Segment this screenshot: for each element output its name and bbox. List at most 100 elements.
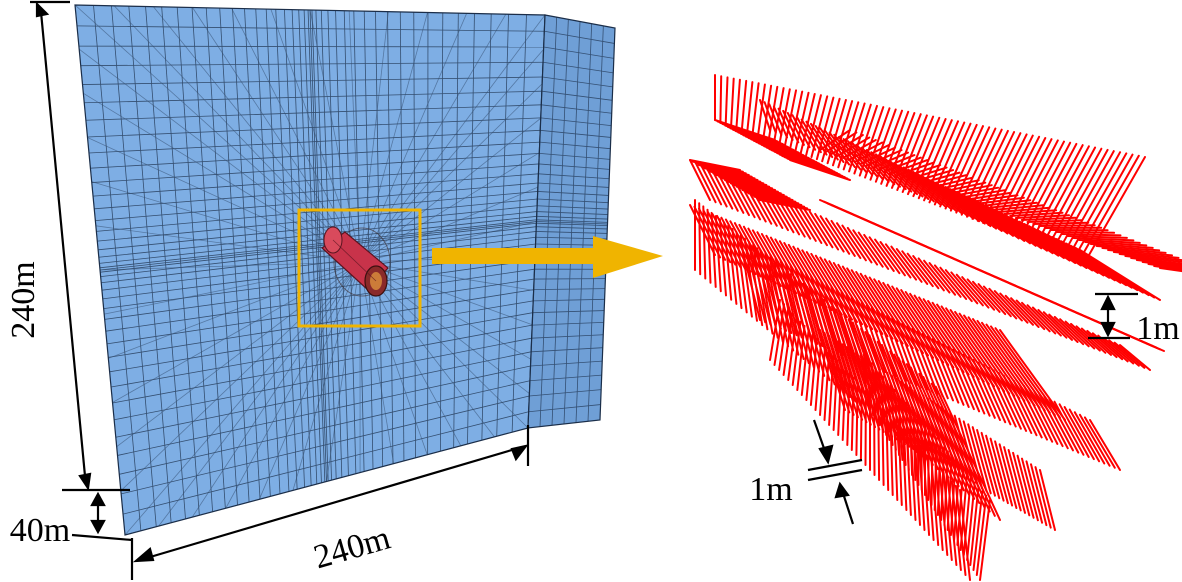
mesh-line xyxy=(101,236,536,291)
rock-bolt xyxy=(963,314,1026,402)
rock-bolt xyxy=(823,258,869,328)
rock-bolt xyxy=(808,210,834,249)
rock-bolt xyxy=(859,146,897,165)
rock-bolt xyxy=(1033,390,1064,448)
rock-bolt xyxy=(933,264,962,298)
mesh-radial-line xyxy=(270,9,361,263)
rock-bolt xyxy=(773,303,786,366)
rock-bolt xyxy=(944,269,973,303)
mesh-radial-line xyxy=(292,261,361,491)
rock-bolt xyxy=(746,81,754,134)
rock-bolt xyxy=(846,226,873,264)
rock-bolt xyxy=(906,325,934,393)
rock-bolt xyxy=(1061,233,1122,237)
rock-bolt xyxy=(891,317,918,387)
rock-bolt xyxy=(772,105,788,139)
rock-bolt-array xyxy=(689,74,1182,581)
rock-bolt xyxy=(751,82,760,136)
rock-bolt xyxy=(705,166,728,208)
mesh-side-line xyxy=(540,117,612,127)
rock-bolt xyxy=(785,269,810,365)
rock-bolt xyxy=(732,184,785,196)
rock-bolt xyxy=(739,239,761,321)
rock-bolt xyxy=(830,286,855,361)
rock-bolt xyxy=(921,175,969,218)
rock-bolt xyxy=(753,195,806,208)
rock-bolt xyxy=(1101,247,1167,254)
rock-bolt xyxy=(859,349,871,411)
rock-bolt xyxy=(1097,334,1129,363)
rock-bolt xyxy=(694,162,747,175)
rock-bolt xyxy=(810,122,834,159)
rock-bolt xyxy=(897,393,904,461)
rock-bolt xyxy=(967,196,1026,242)
rock-bolt xyxy=(943,450,949,526)
rock-bolt xyxy=(896,319,923,389)
rock-bolt xyxy=(916,172,964,215)
rock-bolt xyxy=(895,248,923,283)
rock-bolt xyxy=(995,209,1060,257)
mesh-side-line xyxy=(539,152,611,160)
rock-bolt xyxy=(953,414,975,485)
rock-bolt xyxy=(944,409,966,480)
rock-bolt xyxy=(938,467,949,556)
rock-bolt xyxy=(789,159,851,181)
rock-bolt xyxy=(805,333,814,401)
rock-bolt xyxy=(864,274,914,350)
rock-bolt xyxy=(870,151,909,169)
height-label: 240m xyxy=(5,261,42,338)
rock-bolt xyxy=(999,329,1066,421)
rock-bolt xyxy=(835,288,861,363)
rock-bolt xyxy=(916,415,920,486)
rock-bolt xyxy=(912,410,917,481)
rock-bolt xyxy=(823,350,831,421)
rock-bolt xyxy=(825,217,851,255)
rock-bolt xyxy=(697,164,750,176)
rock-bolt xyxy=(885,379,894,446)
rock-bolt xyxy=(1007,377,1038,437)
rock-bolt xyxy=(962,420,984,490)
rock-bolt xyxy=(997,372,1028,432)
rock-bolt xyxy=(724,179,776,191)
rock-bolt xyxy=(1095,245,1161,252)
rock-bolt xyxy=(1068,408,1101,463)
rock-bolt xyxy=(982,285,1012,318)
mesh-line xyxy=(413,12,416,458)
rock-bolt xyxy=(796,324,806,391)
rock-bolt xyxy=(868,236,895,272)
rock-bolt xyxy=(828,260,874,331)
rock-bolt xyxy=(819,329,846,411)
rock-bolt xyxy=(911,327,939,395)
rock-bolt xyxy=(689,159,711,201)
rock-bolt xyxy=(981,203,1043,250)
rock-bolt xyxy=(874,238,901,275)
rock-bolt xyxy=(949,411,971,482)
rock-bolt xyxy=(800,329,810,396)
rock-bolt xyxy=(936,340,965,406)
mesh-radial-line xyxy=(104,261,361,315)
rock-bolt xyxy=(953,190,1009,235)
mesh-line xyxy=(439,12,444,452)
rock-bolt xyxy=(727,224,738,305)
rock-bolt xyxy=(769,254,793,334)
height-dimension xyxy=(30,0,130,492)
rock-bolt xyxy=(979,499,991,581)
rock-bolt xyxy=(982,364,1012,426)
rock-bolt xyxy=(729,182,782,195)
mesh-radial-line xyxy=(359,11,389,263)
mesh-line xyxy=(112,324,533,404)
mesh-line xyxy=(100,222,537,273)
rock-bolt xyxy=(972,318,1036,407)
rock-bolt xyxy=(913,294,970,376)
rock-bolt xyxy=(828,131,856,168)
rock-bolt xyxy=(735,185,788,198)
rock-bolt xyxy=(947,346,975,411)
mesh-line xyxy=(115,351,532,438)
rock-bolt xyxy=(989,437,1009,505)
mesh-line xyxy=(104,259,535,320)
mesh-line xyxy=(105,268,535,332)
rock-bolt xyxy=(1059,318,1090,348)
mesh-line xyxy=(311,10,329,482)
rock-bolt xyxy=(756,83,766,138)
rock-bolt xyxy=(1026,219,1083,223)
